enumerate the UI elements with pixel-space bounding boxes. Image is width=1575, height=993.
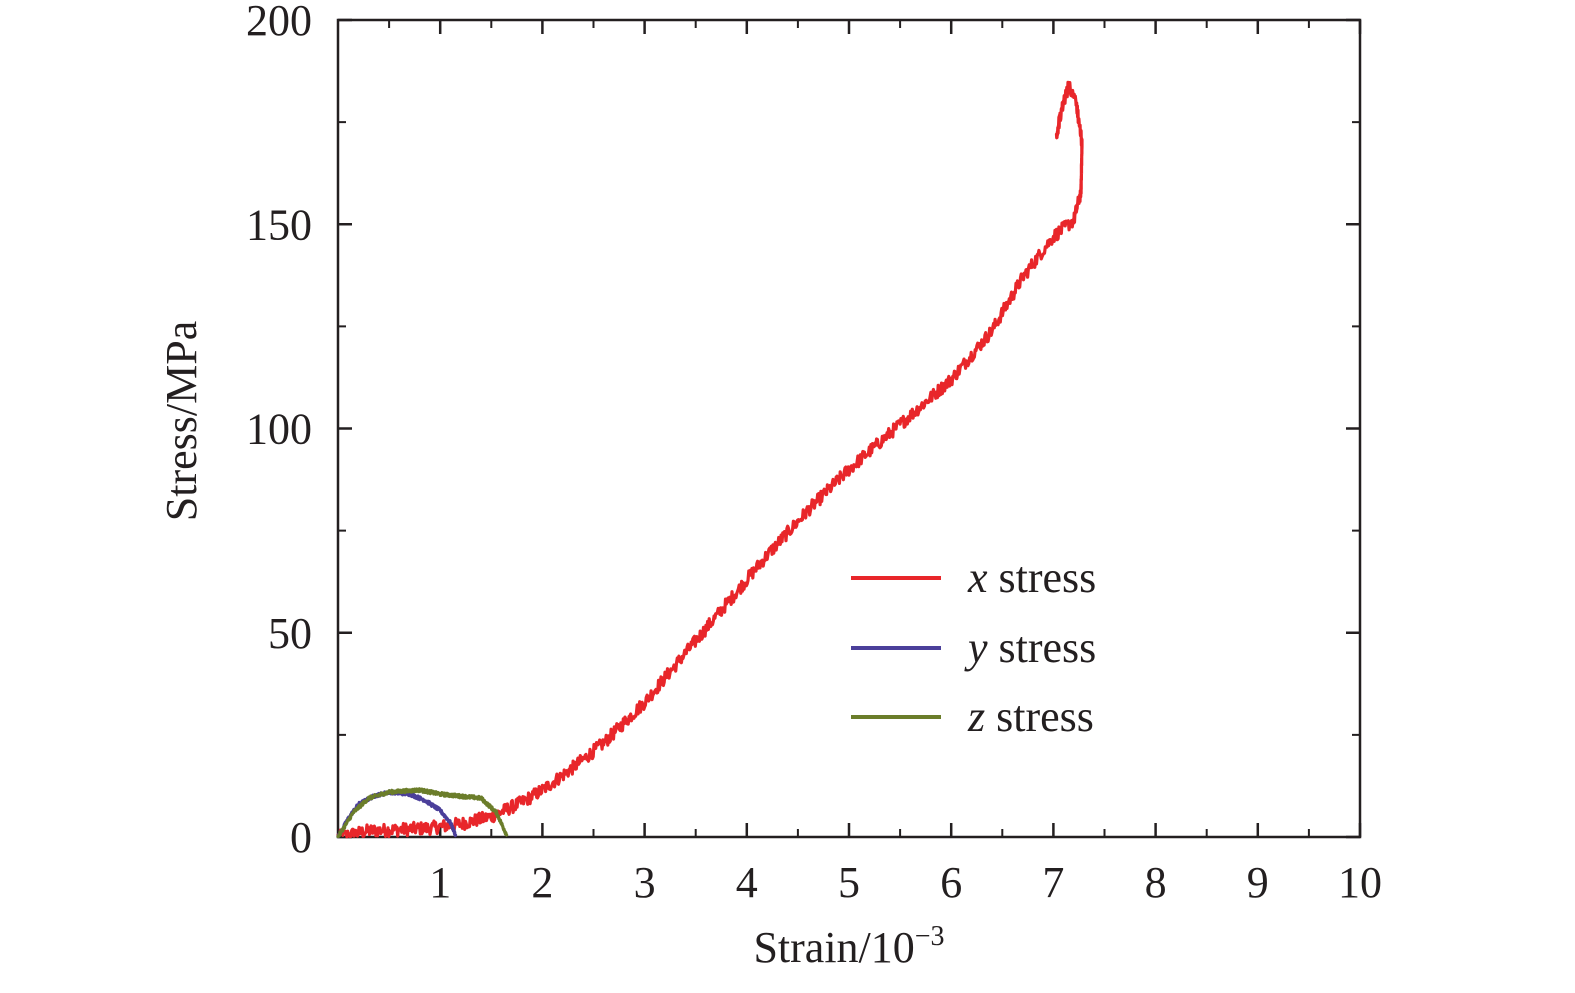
legend-text-y: stress: [988, 623, 1097, 672]
series-line-x-stress: [336, 80, 1084, 839]
legend-label-x-stress: x stress: [967, 553, 1096, 602]
x-tick-label: 10: [1338, 858, 1382, 907]
legend-label-z-stress: z stress: [967, 692, 1094, 741]
legend-label-y-stress: y stress: [964, 623, 1096, 672]
legend-var-y: y: [964, 623, 988, 672]
series-line-z-stress: [336, 787, 509, 839]
legend: x stress y stress z stress: [851, 553, 1096, 741]
legend-text-z: stress: [985, 692, 1094, 741]
y-tick-label: 0: [290, 813, 312, 862]
plot-frame: [336, 18, 1362, 839]
data-series: [336, 80, 1084, 839]
x-tick-label: 2: [531, 858, 553, 907]
y-tick-label: 50: [268, 609, 312, 658]
x-tick-label: 5: [838, 858, 860, 907]
y-axis-title: Stress/MPa: [157, 321, 206, 521]
legend-var-z: z: [967, 692, 985, 741]
x-tick-label: 6: [940, 858, 962, 907]
y-tick-label: 200: [246, 0, 312, 45]
x-axis-title: Strain/10−3: [753, 921, 944, 972]
x-tick-label: 8: [1145, 858, 1167, 907]
x-tick-label: 7: [1042, 858, 1064, 907]
legend-text-x: stress: [988, 553, 1097, 602]
legend-var-x: x: [967, 553, 988, 602]
x-tick-label: 3: [634, 858, 656, 907]
y-tick-label: 100: [246, 405, 312, 454]
x-axis-title-base: Strain/10: [753, 923, 914, 972]
x-tick-label: 1: [429, 858, 451, 907]
tick-marks: [338, 18, 1362, 839]
x-axis-title-exponent: −3: [915, 921, 945, 952]
x-tick-label: 4: [736, 858, 758, 907]
y-tick-label: 150: [246, 200, 312, 249]
x-tick-label: 9: [1247, 858, 1269, 907]
